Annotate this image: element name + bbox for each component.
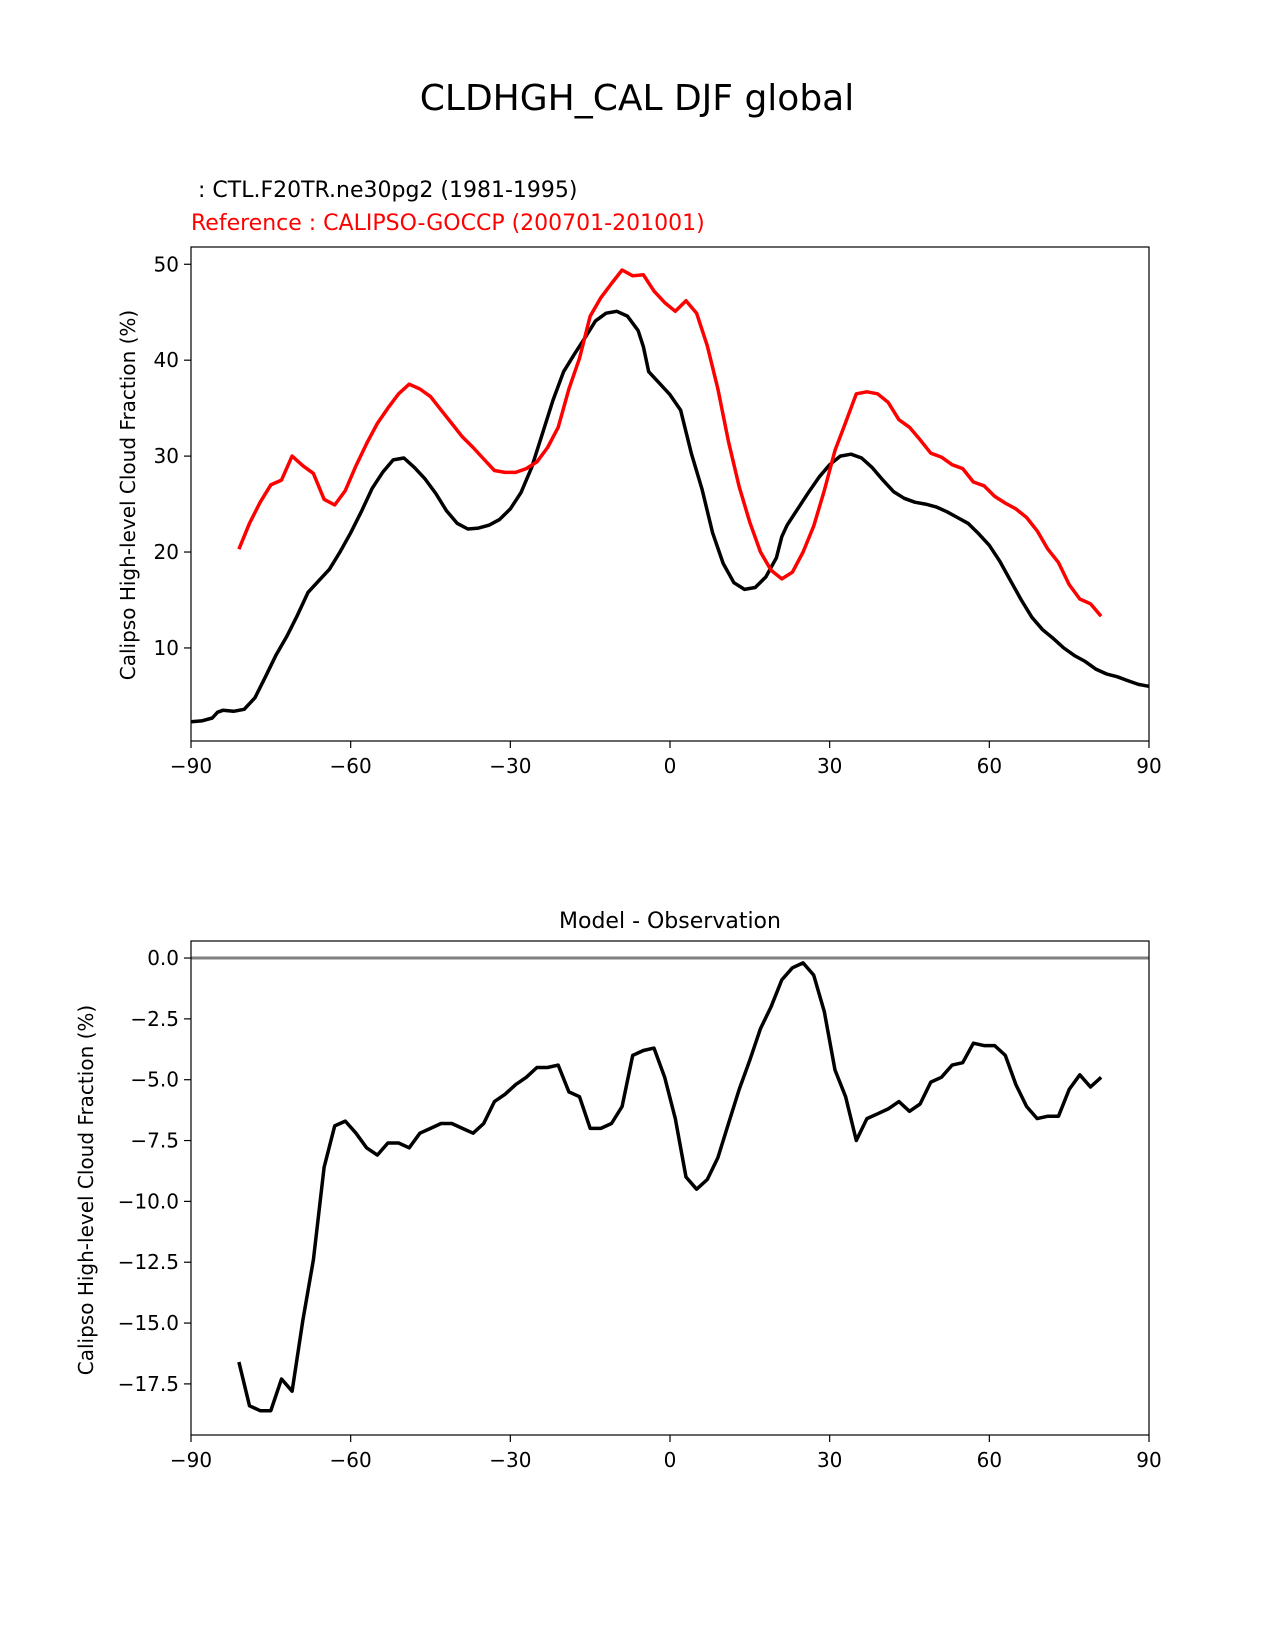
bottom-y-tick-label: −17.5 <box>118 1372 179 1396</box>
bottom-y-axis-label: Calipso High-level Cloud Fraction (%) <box>74 1005 98 1375</box>
bottom-axes-frame <box>190 940 1150 1436</box>
top-x-tick-label: 30 <box>817 754 842 778</box>
bottom-series-group <box>237 961 1103 1413</box>
top-panel: : CTL.F20TR.ne30pg2 (1981-1995) Referenc… <box>116 178 1162 778</box>
bottom-y-tick-label: −2.5 <box>130 1007 179 1031</box>
top-y-tick-label: 40 <box>154 348 179 372</box>
top-y-ticks: 10 20 30 40 50 <box>154 252 191 660</box>
bottom-x-tick-label: −60 <box>330 1448 372 1472</box>
bottom-title: Model - Observation <box>559 909 781 934</box>
bottom-y-tick-label: −7.5 <box>130 1129 179 1153</box>
top-reference-label: Reference : CALIPSO-GOCCP (200701-201001… <box>191 211 705 236</box>
top-y-tick-label: 30 <box>154 444 179 468</box>
top-y-tick-label: 10 <box>154 636 179 660</box>
bottom-x-tick-label: 0 <box>664 1448 677 1472</box>
top-y-tick-label: 50 <box>154 252 179 276</box>
top-x-tick-label: 0 <box>664 754 677 778</box>
bottom-x-tick-label: 60 <box>977 1448 1002 1472</box>
top-x-tick-label: −30 <box>489 754 531 778</box>
bottom-x-tick-label: −30 <box>489 1448 531 1472</box>
bottom-y-ticks: 0.0 −2.5 −5.0 −7.5 −10.0 −12.5 −15.0 −17.5 <box>118 946 191 1396</box>
bottom-x-tick-label: −90 <box>170 1448 212 1472</box>
bottom-y-tick-label: −12.5 <box>118 1250 179 1274</box>
top-series-line-model <box>190 309 1150 724</box>
figure-title: CLDHGH_CAL DJF global <box>420 78 855 119</box>
top-series-group <box>190 268 1150 724</box>
top-x-tick-label: 90 <box>1136 754 1161 778</box>
top-test-label: : CTL.F20TR.ne30pg2 (1981-1995) <box>191 178 578 203</box>
bottom-y-tick-label: −10.0 <box>118 1189 179 1213</box>
top-series-line-reference <box>237 268 1103 618</box>
bottom-y-tick-label: −15.0 <box>118 1311 179 1335</box>
top-x-tick-label: −60 <box>330 754 372 778</box>
bottom-series-line-difference <box>237 961 1103 1413</box>
top-y-axis-label: Calipso High-level Cloud Fraction (%) <box>116 310 140 680</box>
bottom-y-tick-label: −5.0 <box>130 1068 179 1092</box>
top-x-ticks: −90 −60 −30 0 30 60 90 <box>170 741 1162 778</box>
bottom-panel: Model - Observation Calipso High-level C… <box>74 909 1162 1472</box>
bottom-x-ticks: −90 −60 −30 0 30 60 90 <box>170 1435 1162 1472</box>
bottom-x-tick-label: 30 <box>817 1448 842 1472</box>
bottom-x-tick-label: 90 <box>1136 1448 1161 1472</box>
top-axes-frame <box>190 246 1150 742</box>
top-x-tick-label: 60 <box>977 754 1002 778</box>
top-y-tick-label: 20 <box>154 540 179 564</box>
top-x-tick-label: −90 <box>170 754 212 778</box>
bottom-y-tick-label: 0.0 <box>147 946 179 970</box>
